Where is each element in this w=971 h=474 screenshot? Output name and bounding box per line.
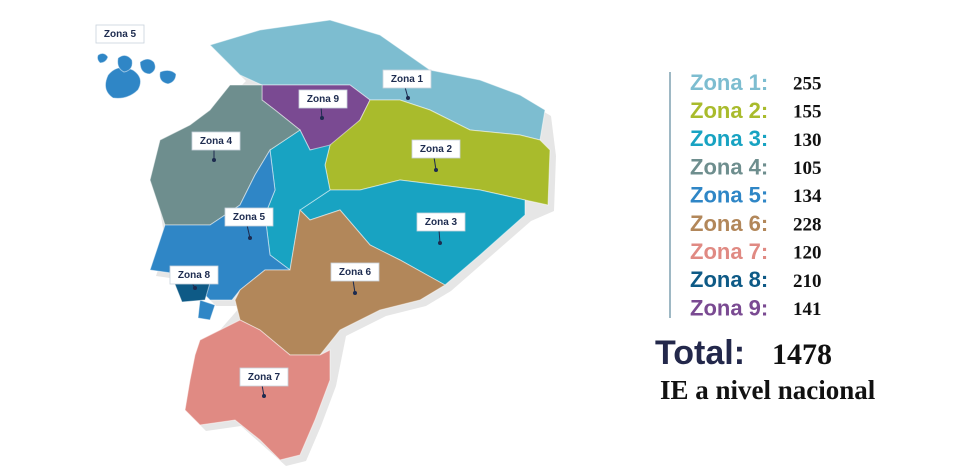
legend-label: Zona 3: xyxy=(690,126,768,151)
zone-area xyxy=(159,69,177,85)
pointer-dot xyxy=(353,291,357,295)
map-label: Zona 6 xyxy=(339,267,372,278)
map-label: Zona 5 xyxy=(104,29,137,40)
pointer-dot xyxy=(406,96,410,100)
label-box xyxy=(169,265,219,285)
legend-count: 134 xyxy=(793,186,822,207)
legend-count: 155 xyxy=(793,102,822,123)
map-label: Zona 9 xyxy=(307,94,340,105)
legend-count: 141 xyxy=(793,299,822,320)
zone-area xyxy=(139,58,156,75)
legend-label: Zona 4: xyxy=(690,154,768,179)
zone-area xyxy=(96,52,109,64)
legend-label: Zona 9: xyxy=(690,295,768,320)
label-box xyxy=(330,262,380,282)
pointer-dot xyxy=(193,286,197,290)
label-box xyxy=(416,212,466,232)
pointer xyxy=(438,229,441,244)
map xyxy=(96,19,551,461)
zone-area xyxy=(104,66,142,99)
legend-count: 228 xyxy=(793,214,822,235)
legend-label: Zona 8: xyxy=(690,267,768,292)
total-value: 1478 xyxy=(772,338,832,371)
legend-label: Zona 1: xyxy=(690,70,768,95)
pointer-dot xyxy=(212,158,216,162)
galapagos xyxy=(96,52,177,99)
legend-label: Zona 2: xyxy=(690,98,768,123)
map-label: Zona 1 xyxy=(391,74,424,85)
label-box xyxy=(191,131,241,151)
pointer-dot xyxy=(438,241,442,245)
zone-area xyxy=(117,54,133,73)
map-label: Zona 8 xyxy=(178,270,211,281)
zone-area xyxy=(197,299,216,321)
legend-label: Zona 5: xyxy=(690,183,768,208)
legend-label: Zona 6: xyxy=(690,211,768,236)
legend-count: 255 xyxy=(793,73,822,94)
pointer-dot xyxy=(248,236,252,240)
pointer xyxy=(246,224,251,239)
caption: IE a nivel nacional xyxy=(660,375,876,405)
pointer-dot xyxy=(262,394,266,398)
map-label: Zona 4 xyxy=(200,136,233,147)
legend-label: Zona 7: xyxy=(690,239,768,264)
zone-area xyxy=(184,319,331,461)
label-box xyxy=(298,89,348,109)
total-label: Total: xyxy=(655,334,745,372)
label-box xyxy=(382,69,432,89)
legend-count: 120 xyxy=(793,243,822,264)
map-label: Zona 5 xyxy=(233,212,266,223)
label-box xyxy=(239,367,289,387)
legend-count: 210 xyxy=(793,271,822,292)
map-labels: Zona 5 Zona 1 Zona 9 Zona 4 Zona 2 Zona 5 Zona… xyxy=(95,24,466,398)
label-box xyxy=(224,207,274,227)
label-box xyxy=(95,24,145,44)
legend: Zona 1: 255 Zona 2: 155 Zona 3: 130 Zona 4: 105… xyxy=(690,70,822,321)
legend-count: 105 xyxy=(793,158,822,179)
pointer-dot xyxy=(320,116,324,120)
map-label: Zona 2 xyxy=(420,144,453,155)
pointer xyxy=(352,279,356,294)
pointer xyxy=(433,156,437,171)
pointer-dot xyxy=(434,168,438,172)
map-label: Zona 3 xyxy=(425,217,458,228)
legend-count: 130 xyxy=(793,130,822,151)
map-label: Zona 7 xyxy=(248,372,281,383)
label-box xyxy=(411,139,461,159)
